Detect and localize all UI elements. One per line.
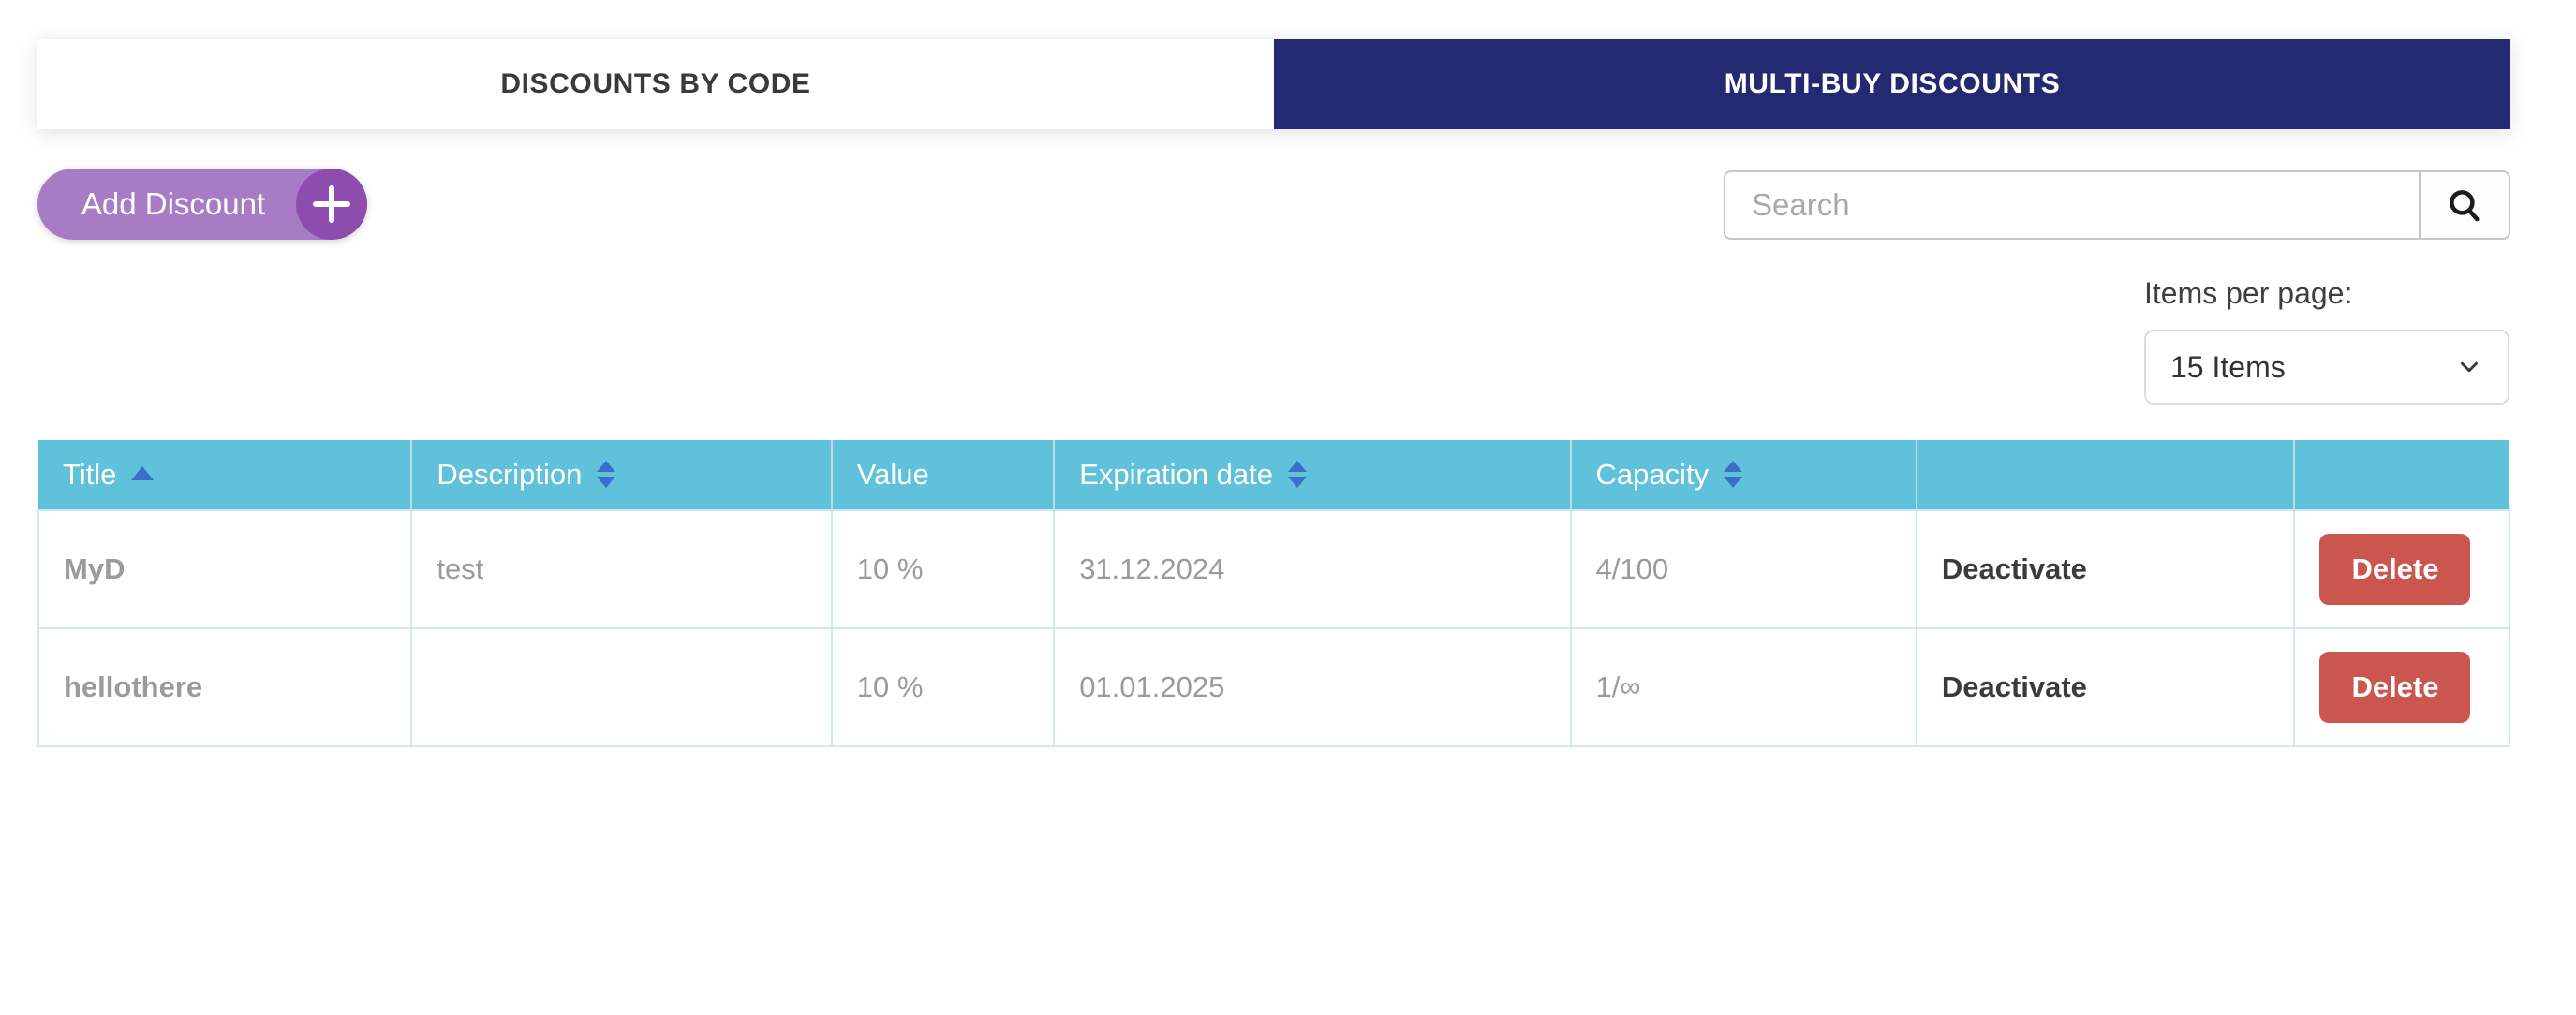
column-header-value[interactable]: Value	[831, 440, 1056, 510]
cell-description: test	[410, 509, 833, 629]
column-header-actions-1	[1916, 440, 2296, 510]
cell-title: MyD	[37, 509, 413, 629]
cell-title: hellothere	[37, 627, 413, 747]
discounts-page: DISCOUNTS BY CODE MULTI-BUY DISCOUNTS Ad…	[0, 39, 2576, 1015]
tab-discounts-by-code[interactable]: DISCOUNTS BY CODE	[37, 39, 1274, 129]
column-header-capacity[interactable]: Capacity	[1570, 440, 1917, 510]
cell-value: 10 %	[830, 627, 1056, 747]
cell-capacity: 4/100	[1569, 509, 1917, 629]
cell-deactivate: Deactivate	[1915, 627, 2296, 747]
column-header-capacity-label: Capacity	[1595, 458, 1710, 491]
column-header-expiration-date[interactable]: Expiration date	[1054, 440, 1572, 510]
table-row: hellothere 10 % 01.01.2025 1/∞ Deactivat…	[37, 627, 2510, 747]
add-discount-label: Add Discount	[81, 186, 266, 221]
toolbar: Add Discount	[37, 169, 2510, 240]
column-header-description[interactable]: Description	[411, 440, 833, 510]
cell-value: 10 %	[830, 509, 1056, 629]
cell-expiration-date: 31.12.2024	[1053, 509, 1572, 629]
column-header-title[interactable]: Title	[38, 440, 413, 510]
sort-icon	[1724, 461, 1743, 489]
search-button[interactable]	[2419, 172, 2509, 238]
cell-delete: Delete	[2293, 627, 2510, 747]
sort-ascending-icon	[131, 466, 155, 481]
items-per-page-select[interactable]: 15 Items	[2144, 330, 2509, 405]
cell-deactivate: Deactivate	[1915, 509, 2296, 629]
table-header-row: Title Description Value Expiration date …	[38, 440, 2509, 510]
column-header-description-label: Description	[437, 458, 583, 491]
cell-delete: Delete	[2293, 509, 2510, 629]
search-bar	[1724, 170, 2510, 240]
delete-button[interactable]: Delete	[2319, 534, 2471, 605]
discounts-table: Title Description Value Expiration date …	[37, 440, 2510, 747]
cell-description	[410, 627, 833, 747]
cell-expiration-date: 01.01.2025	[1053, 627, 1572, 747]
tab-multi-buy-discounts[interactable]: MULTI-BUY DISCOUNTS	[1274, 39, 2510, 129]
column-header-actions-2	[2294, 440, 2509, 510]
search-input[interactable]	[1725, 172, 2419, 238]
items-per-page-value: 15 Items	[2170, 349, 2286, 384]
items-per-page-block: Items per page: 15 Items	[2144, 277, 2509, 405]
plus-icon	[296, 169, 367, 240]
column-header-title-label: Title	[63, 458, 117, 491]
tab-bar: DISCOUNTS BY CODE MULTI-BUY DISCOUNTS	[37, 39, 2510, 129]
deactivate-button[interactable]: Deactivate	[1941, 552, 2087, 585]
deactivate-button[interactable]: Deactivate	[1941, 670, 2087, 703]
column-header-expiration-label: Expiration date	[1079, 458, 1273, 491]
delete-button[interactable]: Delete	[2319, 652, 2471, 723]
add-discount-button[interactable]: Add Discount	[37, 169, 367, 240]
table-row: MyD test 10 % 31.12.2024 4/100 Deactivat…	[37, 509, 2510, 629]
search-icon	[2445, 185, 2484, 225]
items-per-page-label: Items per page:	[2144, 276, 2353, 310]
column-header-value-label: Value	[856, 458, 929, 491]
sort-icon	[1288, 461, 1307, 489]
cell-capacity: 1/∞	[1569, 627, 1917, 747]
sort-icon	[597, 461, 616, 489]
chevron-down-icon	[2455, 353, 2483, 381]
